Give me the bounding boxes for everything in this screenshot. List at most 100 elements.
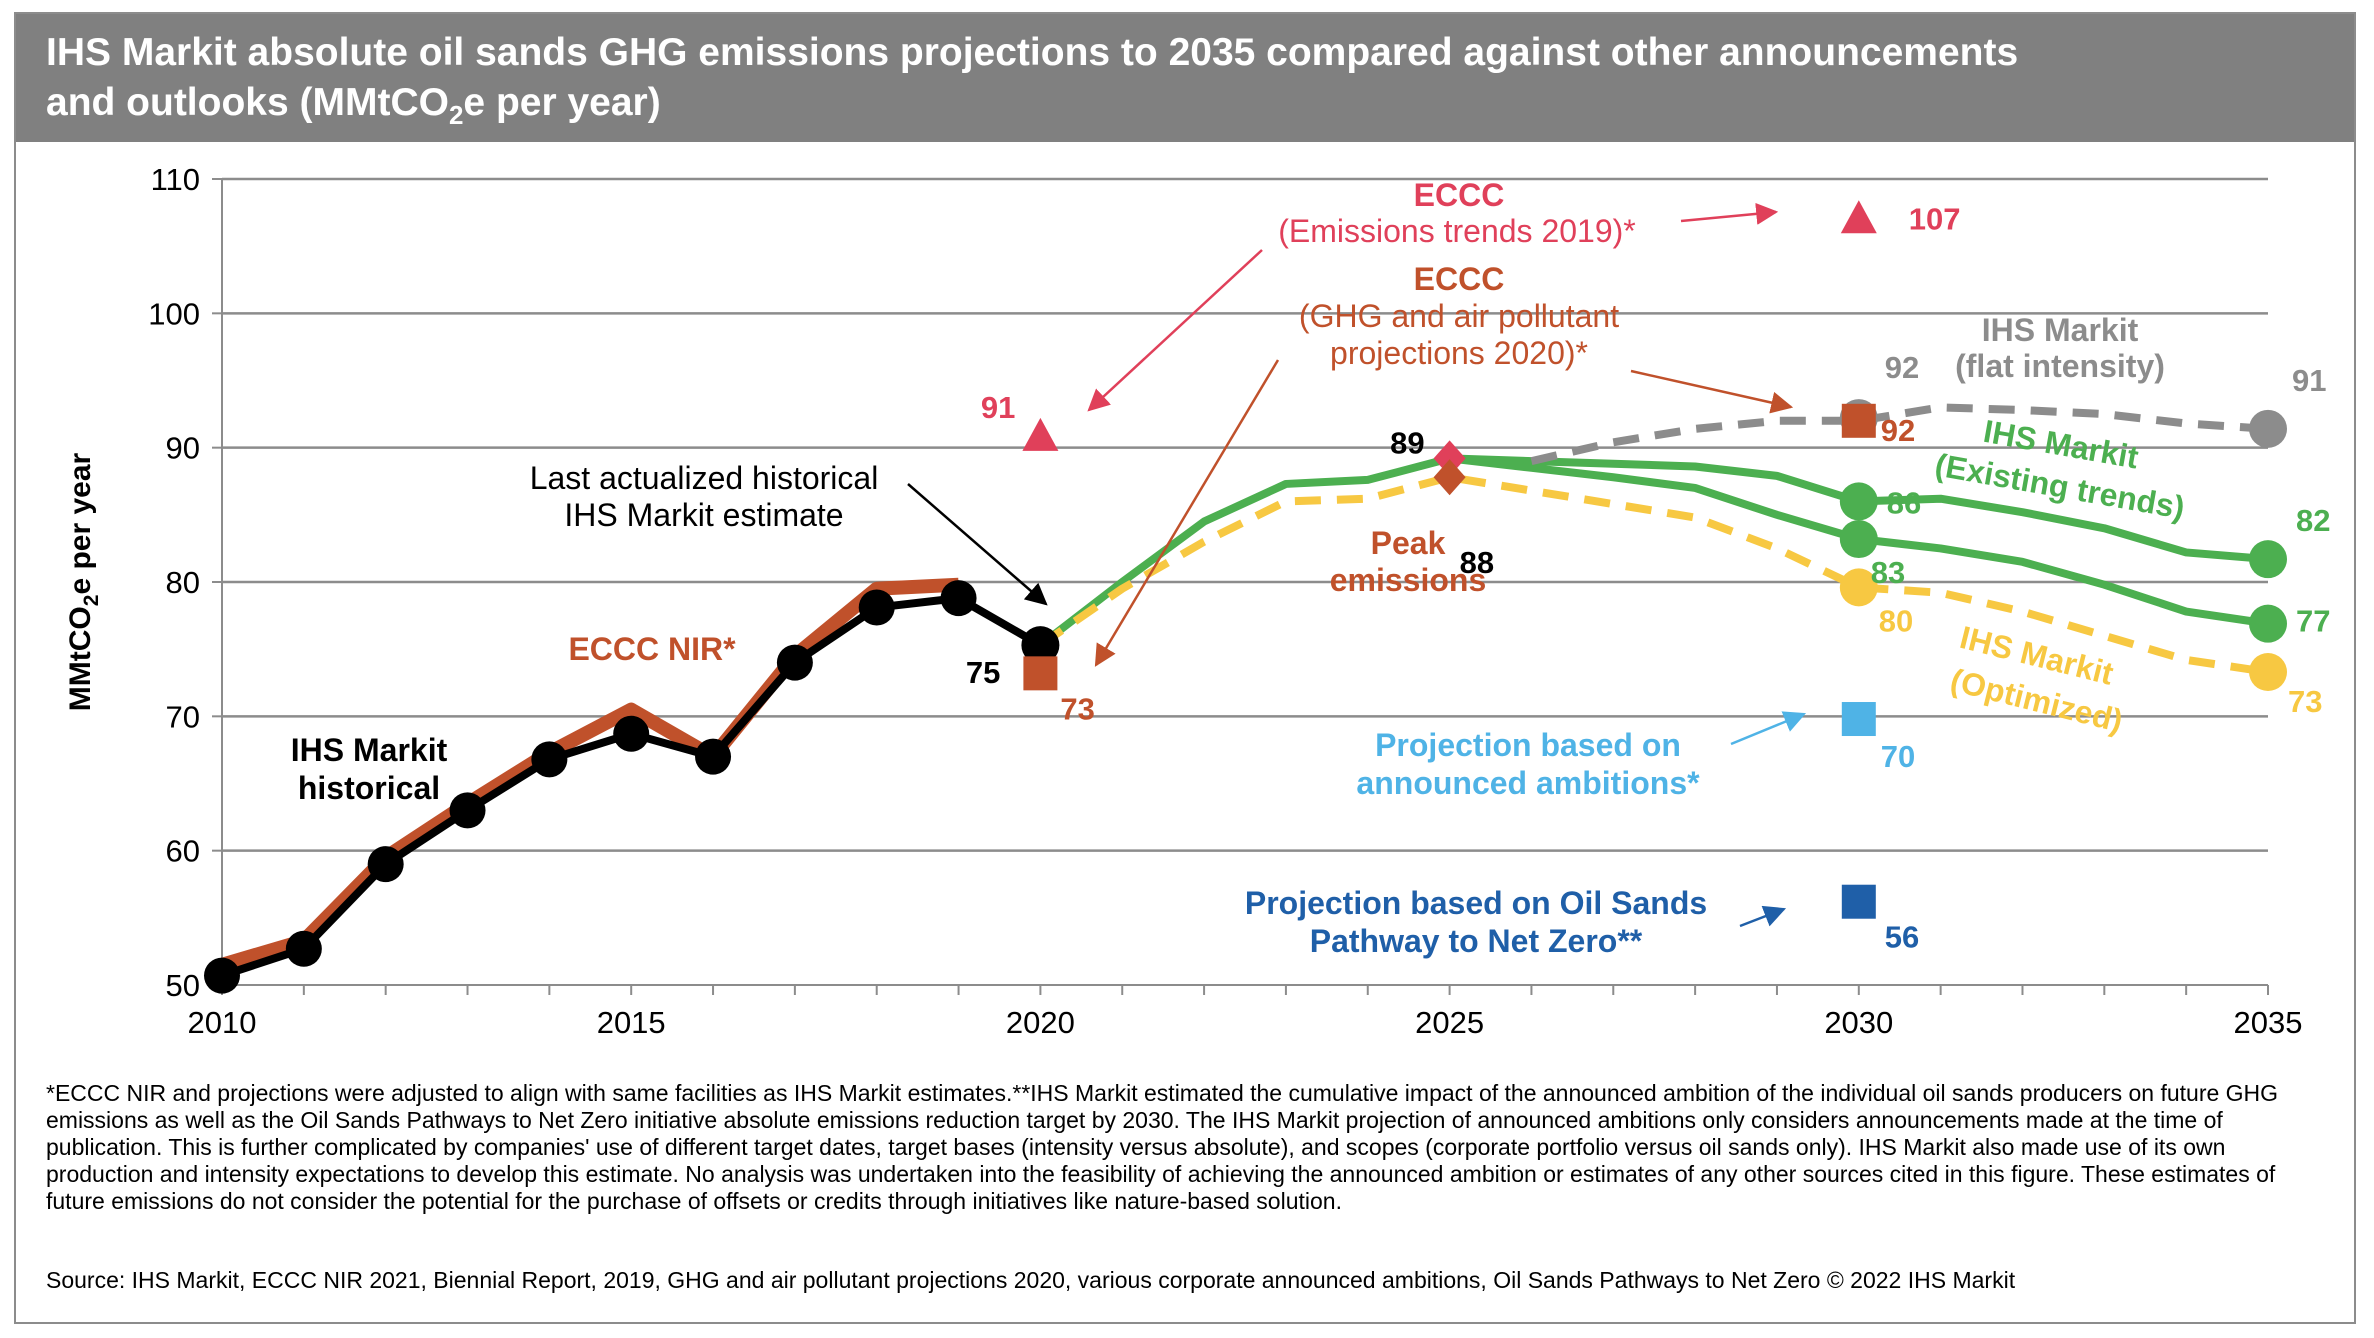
value-label-eccc-trends-2020-triangle: 91 xyxy=(981,390,1015,425)
annotation-pathway-2: Pathway to Net Zero** xyxy=(1310,923,1643,959)
gridlines xyxy=(222,177,2268,852)
annotation-flat-2: (flat intensity) xyxy=(1955,348,2165,384)
historical-marker xyxy=(367,846,404,883)
arrow-to-eccc-2030-trends xyxy=(1680,202,1779,225)
historical-marker xyxy=(285,930,322,967)
historical-marker xyxy=(531,741,568,778)
value-label-2020-estimate-point: 75 xyxy=(966,655,1000,690)
value-label-existing-trends-2030-lower-point: 83 xyxy=(1871,555,1905,590)
title-bar: IHS Markit absolute oil sands GHG emissi… xyxy=(16,14,2354,142)
y-tick-label: 80 xyxy=(166,565,200,600)
annotation-pathway-1: Projection based on Oil Sands xyxy=(1245,885,1707,921)
y-axis-title: MMtCO2e per year xyxy=(64,452,103,711)
announced-ambitions-square xyxy=(1841,702,1876,737)
eccc-nir-line xyxy=(220,577,959,972)
footnote: *ECCC NIR and projections were adjusted … xyxy=(46,1080,2279,1214)
value-label-announced-ambitions-square: 70 xyxy=(1881,739,1915,774)
eccc-trends-2030-triangle xyxy=(1840,200,1877,234)
value-label-peak-eccc-diamond: 88 xyxy=(1460,545,1494,580)
x-tick-label: 2030 xyxy=(1824,1005,1893,1040)
y-axis-title-post: e per year xyxy=(64,452,97,594)
existing-trends-upper-line xyxy=(1037,454,2269,649)
x-tick-label: 2015 xyxy=(597,1005,666,1040)
source-note: Source: IHS Markit, ECCC NIR 2021, Bienn… xyxy=(46,1267,2016,1293)
annotation-eccc-trends-2: (Emissions trends 2019)* xyxy=(1278,213,1635,249)
figure-frame: IHS Markit absolute oil sands GHG emissi… xyxy=(14,12,2356,1324)
historical-marker xyxy=(613,715,650,752)
y-tick-label: 100 xyxy=(148,296,200,331)
flat-intensity-2035-point xyxy=(2249,409,2287,448)
existing-trends-2030-upper-point xyxy=(1839,482,1878,521)
value-label-existing-trends-2030-upper-point: 86 xyxy=(1887,485,1921,520)
peak-ihs-diamond xyxy=(1433,440,1466,477)
historical-marker xyxy=(204,957,240,994)
value-label-optimized-2030-point: 80 xyxy=(1879,603,1913,638)
eccc-projections-2030-square xyxy=(1841,403,1876,438)
y-tick-label: 60 xyxy=(166,834,200,869)
arrow-to-eccc-2020-trends xyxy=(1087,249,1263,412)
historical-marker xyxy=(776,644,813,681)
y-tick-label: 110 xyxy=(151,162,200,197)
annotation-historical-2: historical xyxy=(298,770,440,806)
arrow-to-eccc-2030-projection xyxy=(1630,369,1794,414)
axes: 50 60 70 80 90 100 110 2010 2015 2020 2025 2030 2035… xyxy=(64,162,2302,1040)
chart-area: 50 60 70 80 90 100 110 2010 2015 2020 2025 2030 2035… xyxy=(64,162,2331,1040)
annotation-peak-2: emissions xyxy=(1330,562,1487,598)
chart-title-line-2: and outlooks (MMtCO2e per year) xyxy=(46,78,2324,140)
y-tick-label: 70 xyxy=(166,699,200,734)
historical-marker xyxy=(940,580,977,617)
value-label-flat-intensity-2030-point: 92 xyxy=(1885,350,1919,385)
title-text-post: e per year) xyxy=(463,81,661,124)
arrow-to-eccc-2020-projection xyxy=(1094,359,1280,667)
historical-marker xyxy=(695,738,732,775)
value-label-existing-trends-2035-lower-point: 77 xyxy=(2296,604,2330,639)
title-subscript: 2 xyxy=(448,99,464,130)
arrow-to-net-zero-pathway xyxy=(1739,905,1787,928)
y-tick-label: 50 xyxy=(166,968,200,1003)
x-tick-label: 2035 xyxy=(2234,1005,2303,1040)
value-label-flat-intensity-2035-point: 91 xyxy=(2292,363,2326,398)
annotation-historical-1: IHS Markit xyxy=(291,732,448,768)
existing-trends-2035-lower-point xyxy=(2249,604,2287,643)
annotation-peak-1: Peak xyxy=(1371,525,1446,561)
annotation-eccc-proj-1: ECCC xyxy=(1414,261,1505,297)
annotation-flat-1: IHS Markit xyxy=(1982,312,2139,348)
chart-title-line-1: IHS Markit absolute oil sands GHG emissi… xyxy=(46,31,2019,74)
optimized-2030-point xyxy=(1839,568,1878,607)
annotation-eccc-proj-3: projections 2020)* xyxy=(1330,335,1588,371)
net-zero-pathway-square xyxy=(1841,884,1876,919)
labels: 75868382778073919291107739289887056ECCC(… xyxy=(291,177,2331,959)
value-label-eccc-trends-2030-triangle: 107 xyxy=(1909,201,1961,236)
data-points xyxy=(204,200,2287,994)
annotation-last-actual-1: Last actualized historical xyxy=(530,460,879,496)
peak-eccc-diamond xyxy=(1433,459,1466,496)
eccc-trends-2020-triangle xyxy=(1022,417,1059,451)
historical-marker xyxy=(858,589,895,626)
y-tick-label: 90 xyxy=(166,431,200,466)
value-label-peak-ihs-diamond: 89 xyxy=(1390,425,1424,460)
value-label-existing-trends-2035-upper-point: 82 xyxy=(2296,503,2330,538)
y-axis-title-pre: MMtCO xyxy=(64,606,97,711)
value-label-net-zero-pathway-square: 56 xyxy=(1885,920,1919,955)
annotation-ambitions-2: announced ambitions* xyxy=(1356,765,1700,801)
arrow-to-last-actualized xyxy=(907,483,1048,606)
title-text-pre: and outlooks (MMtCO xyxy=(46,81,449,124)
historical-marker xyxy=(449,792,486,829)
value-label-eccc-projections-2020-square: 73 xyxy=(1060,691,1094,726)
x-tick-label: 2020 xyxy=(1006,1005,1075,1040)
optimized-2035-point xyxy=(2249,653,2287,692)
x-tick-label: 2025 xyxy=(1415,1005,1484,1040)
annotation-arrows xyxy=(907,202,1807,928)
2020-estimate-point xyxy=(1021,626,1060,665)
eccc-projections-2020-square xyxy=(1023,656,1058,691)
value-label-eccc-projections-2030-square: 92 xyxy=(1881,413,1915,448)
existing-trends-2035-upper-point xyxy=(2249,540,2287,579)
existing-trends-2030-lower-point xyxy=(1839,520,1878,559)
annotation-eccc-trends-1: ECCC xyxy=(1414,177,1505,213)
annotation-ambitions-1: Projection based on xyxy=(1375,727,1681,763)
annotation-eccc-proj-2: (GHG and air pollutant xyxy=(1299,298,1619,334)
y-axis-title-sub: 2 xyxy=(80,595,103,607)
arrow-to-announced-ambitions xyxy=(1730,711,1807,746)
annotation-eccc-nir: ECCC NIR* xyxy=(568,631,736,667)
annotation-last-actual-2: IHS Markit estimate xyxy=(564,497,843,533)
